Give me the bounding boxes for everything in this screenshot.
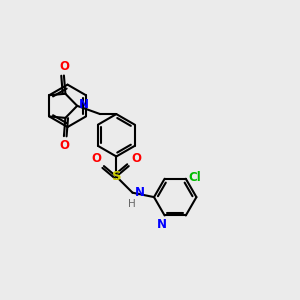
Text: N: N (135, 186, 145, 199)
Text: N: N (157, 218, 167, 231)
Text: N: N (79, 98, 89, 111)
Text: O: O (92, 152, 102, 165)
Text: S: S (112, 170, 121, 183)
Text: O: O (59, 139, 69, 152)
Text: H: H (128, 199, 136, 209)
Text: O: O (131, 152, 141, 165)
Text: Cl: Cl (189, 171, 202, 184)
Text: O: O (59, 60, 69, 73)
